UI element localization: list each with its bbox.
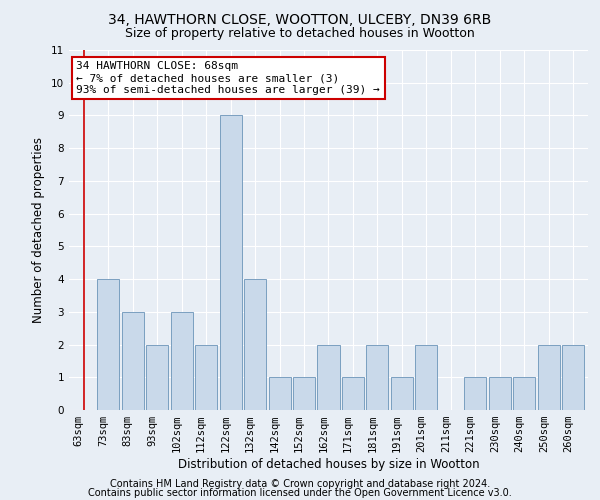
Bar: [538, 344, 560, 410]
Text: Size of property relative to detached houses in Wootton: Size of property relative to detached ho…: [125, 28, 475, 40]
Bar: [195, 344, 217, 410]
Bar: [293, 378, 315, 410]
Bar: [170, 312, 193, 410]
Bar: [514, 378, 535, 410]
Bar: [244, 279, 266, 410]
X-axis label: Distribution of detached houses by size in Wootton: Distribution of detached houses by size …: [178, 458, 479, 471]
Bar: [489, 378, 511, 410]
Bar: [415, 344, 437, 410]
Text: Contains public sector information licensed under the Open Government Licence v3: Contains public sector information licen…: [88, 488, 512, 498]
Bar: [220, 116, 242, 410]
Y-axis label: Number of detached properties: Number of detached properties: [32, 137, 46, 323]
Text: 34 HAWTHORN CLOSE: 68sqm
← 7% of detached houses are smaller (3)
93% of semi-det: 34 HAWTHORN CLOSE: 68sqm ← 7% of detache…: [76, 62, 380, 94]
Bar: [464, 378, 487, 410]
Text: 34, HAWTHORN CLOSE, WOOTTON, ULCEBY, DN39 6RB: 34, HAWTHORN CLOSE, WOOTTON, ULCEBY, DN3…: [109, 12, 491, 26]
Bar: [367, 344, 388, 410]
Bar: [146, 344, 168, 410]
Text: Contains HM Land Registry data © Crown copyright and database right 2024.: Contains HM Land Registry data © Crown c…: [110, 479, 490, 489]
Bar: [562, 344, 584, 410]
Bar: [317, 344, 340, 410]
Bar: [97, 279, 119, 410]
Bar: [391, 378, 413, 410]
Bar: [342, 378, 364, 410]
Bar: [122, 312, 143, 410]
Bar: [269, 378, 290, 410]
